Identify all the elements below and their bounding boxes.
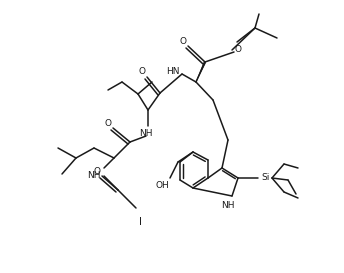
Text: OH: OH <box>155 182 169 191</box>
Text: O: O <box>235 44 241 54</box>
Text: NH: NH <box>87 171 101 180</box>
Text: O: O <box>180 37 186 46</box>
Text: HN: HN <box>166 67 180 76</box>
Text: Si: Si <box>262 174 270 182</box>
Text: O: O <box>105 118 111 127</box>
Text: O: O <box>139 67 146 76</box>
Text: I: I <box>139 217 141 227</box>
Text: NH: NH <box>139 129 153 138</box>
Text: NH: NH <box>221 201 235 210</box>
Text: O: O <box>94 167 100 176</box>
Polygon shape <box>196 61 206 82</box>
